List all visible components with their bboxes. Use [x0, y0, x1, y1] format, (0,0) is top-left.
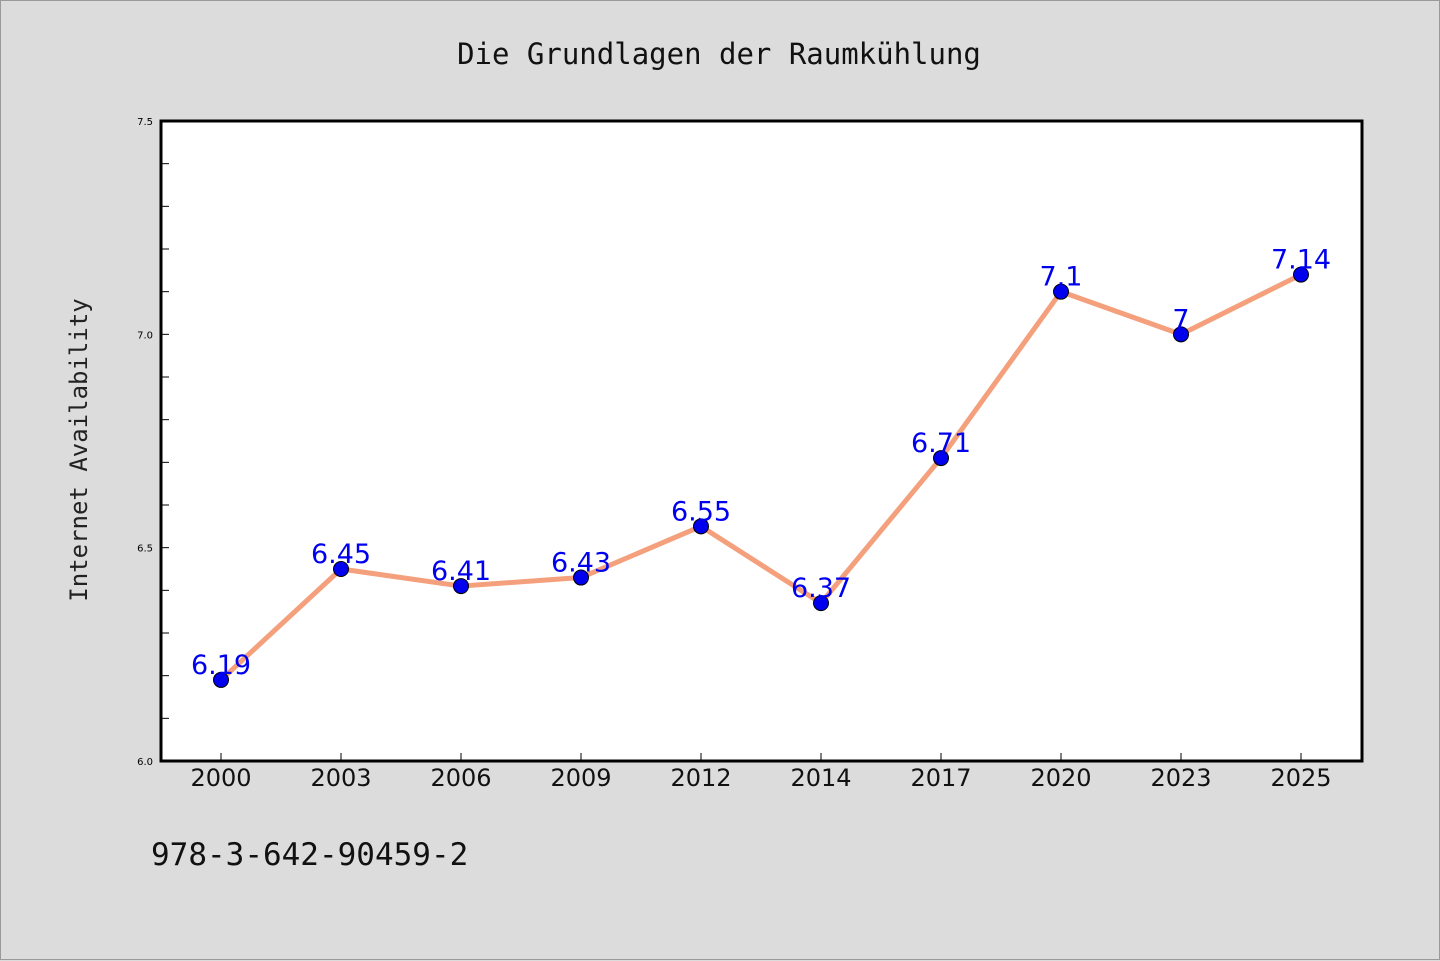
data-label: 6.41 — [431, 556, 491, 587]
data-label: 6.71 — [911, 428, 971, 459]
y-axis-label: Internet Availability — [65, 298, 93, 601]
x-tick-label: 2000 — [190, 764, 251, 792]
series-line — [218, 272, 1304, 683]
data-label: 6.19 — [191, 650, 251, 681]
x-tick-label: 2014 — [790, 764, 851, 792]
data-point — [453, 578, 469, 595]
data-point — [213, 671, 229, 688]
data-point — [1173, 326, 1189, 343]
data-point — [693, 518, 709, 535]
footer-code: 978-3-642-90459-2 — [151, 837, 468, 873]
data-label: 7.1 — [1040, 262, 1083, 293]
x-tick-label: 2020 — [1030, 764, 1091, 792]
data-point — [933, 450, 949, 467]
data-label: 7 — [1172, 304, 1189, 335]
x-tick-label: 2025 — [1270, 764, 1331, 792]
x-tick-label: 2006 — [430, 764, 491, 792]
series-layer: 6.19 6.45 6.41 6.43 6.55 6.37 6.71 7.1 7 7.14 — [191, 245, 1331, 688]
y-tick-label: 6.5 — [137, 544, 153, 555]
y-tick-label: 6.0 — [137, 757, 153, 768]
x-tick-label: 2023 — [1150, 764, 1211, 792]
data-label: 6.43 — [551, 548, 611, 579]
y-axis-ticks: 6.0 6.5 7.0 7.5 — [137, 117, 169, 768]
data-point — [333, 561, 349, 577]
x-tick-label: 2009 — [550, 764, 611, 792]
y-tick-label: 7.0 — [137, 330, 153, 341]
data-label: 7.14 — [1271, 245, 1331, 276]
x-tick-label: 2012 — [670, 764, 731, 792]
chart-title: Die Grundlagen der Raumkühlung — [457, 37, 981, 71]
data-label: 6.55 — [671, 496, 731, 527]
data-label: 6.37 — [791, 573, 851, 604]
data-point — [813, 595, 829, 612]
x-tick-label: 2017 — [910, 764, 971, 792]
data-label: 6.45 — [311, 539, 371, 570]
data-point — [1293, 266, 1309, 283]
x-axis-ticks: 2000 2003 2006 2009 2012 2014 2017 2020 2023 2025 — [190, 753, 1332, 792]
data-point — [573, 569, 589, 586]
x-tick-label: 2003 — [310, 764, 371, 792]
y-tick-label: 7.5 — [137, 117, 153, 128]
plot-area — [159, 119, 1364, 763]
data-point — [1053, 283, 1069, 300]
